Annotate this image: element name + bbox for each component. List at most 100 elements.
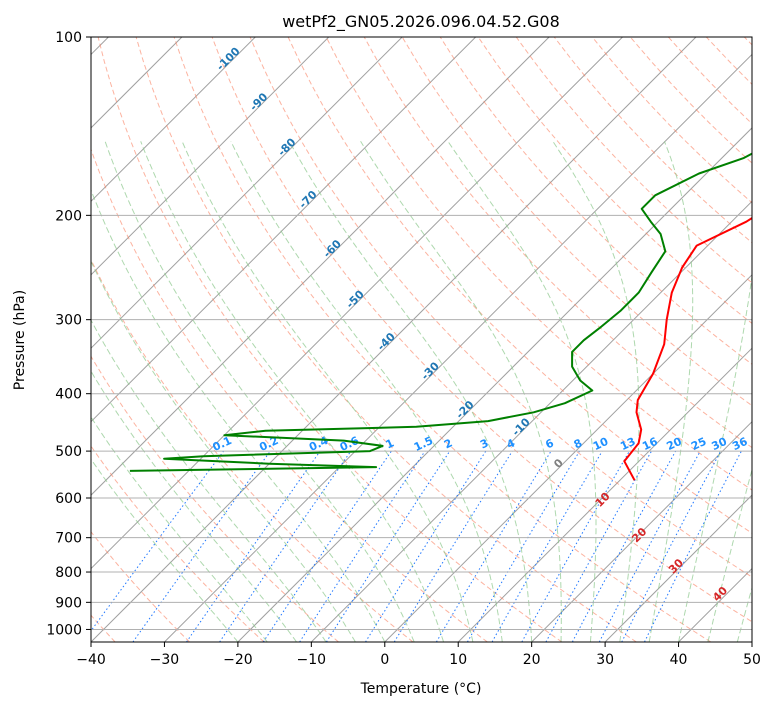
mixing-ratio-line [644,450,742,642]
moist-adiabat-line [736,586,752,642]
chart-title: wetPf2_GN05.2026.096.04.52.G08 [282,12,560,32]
moist-adiabat-line [230,141,503,642]
dry-adiabat-line [211,37,752,623]
isotherm-line [164,53,752,642]
isotherm-line [91,37,330,276]
y-tick-label: 300 [55,313,82,329]
isotherm-line [457,347,752,642]
mixing-ratio-line [132,450,271,642]
mixing-ratio-label: 2 [442,436,454,451]
mixing-ratio-line [545,450,652,642]
x-tick-label: 20 [523,652,541,668]
dry-adiabat-line [173,37,712,642]
isotherm-label: -50 [344,288,367,311]
dry-adiabat-line [439,37,752,365]
isotherm-line [91,37,256,203]
mixing-ratio-label: 13 [618,435,637,453]
moist-adiabat-label: 30 [666,556,686,576]
mixing-ratio-line [262,450,392,642]
y-tick-label: 500 [55,444,82,460]
mixing-ratio-label: 6 [543,436,556,451]
y-tick-label: 1000 [46,622,82,638]
moist-adiabat-line [707,467,752,642]
mixing-ratio-label: 10 [591,435,611,453]
x-tick-label: −40 [76,652,106,668]
x-axis-label: Temperature (°C) [360,681,482,697]
y-tick-label: 900 [55,595,82,611]
isotherm-line [91,37,697,642]
moist-adiabat-line [678,272,752,642]
dewpoint-profile-line [129,152,752,472]
mixing-ratio-line [571,450,677,642]
isotherm-line [384,274,752,642]
x-tick-label: 10 [449,652,467,668]
isotherm-label: -10 [510,415,533,438]
x-tick-label: −10 [297,652,327,668]
mixing-ratio-line [186,450,321,642]
moist-adiabat-label: 20 [629,525,649,545]
isotherm-label: -80 [275,135,298,158]
series-group [129,152,752,481]
y-tick-label: 800 [55,565,82,581]
y-axis-ticks: 100 200 300 400 500 600 700 800 900 1000 [46,30,91,638]
mixing-ratio-line [365,450,487,642]
x-tick-label: 0 [380,652,389,668]
isotherm-labels: -100-90-80-70-60-50-40-30-20-100.1 0.2 0.4… [211,44,750,604]
dry-adiabat-line [667,37,752,125]
dry-adiabat-line [91,258,414,642]
moist-adiabat-line [447,141,597,642]
x-tick-label: −20 [223,652,253,668]
mixing-ratio-line [325,450,451,642]
dry-adiabat-line [97,37,563,642]
isotherm-line [751,641,752,642]
dry-adiabat-line [249,37,752,578]
mixing-ratio-line [521,450,630,642]
dry-adiabat-line [135,37,637,642]
isotherm-label: -70 [296,188,319,211]
x-tick-label: 30 [596,652,614,668]
mixing-ratio-line [91,450,225,632]
isotherm-line [531,420,752,642]
moist-adiabat-line [552,141,640,642]
dry-adiabat-line [629,37,752,164]
dry-adiabat-line [91,355,339,642]
plot-frame [90,36,753,643]
x-tick-label: 40 [670,652,688,668]
dry-adiabat-line [705,37,752,85]
pressure-gridlines [91,36,752,630]
moist-adiabat-label: 40 [710,584,730,604]
temperature-profile-line [623,216,752,481]
mixing-ratio-line [466,450,580,642]
mixing-ratio-label: 16 [640,435,660,453]
isotherm-label: -100 [214,44,243,73]
isotherm-label: -90 [247,90,270,113]
y-axis-label: Pressure (hPa) [12,290,28,390]
isotherm-line [91,37,477,423]
mixing-ratio-label: 36 [730,435,750,453]
dry-adiabat-line [91,531,190,642]
dry-adiabat-line [477,37,752,324]
dry-adiabat-line [743,37,752,46]
y-tick-label: 100 [55,30,82,46]
isotherm-label: -60 [321,237,344,260]
isotherm-line [604,494,752,642]
x-tick-label: −30 [150,652,180,668]
isotherm-line [237,127,752,642]
y-tick-label: 200 [55,208,82,224]
dry-adiabat-line [591,37,752,204]
isotherm-line [91,37,403,349]
y-tick-label: 700 [55,531,82,547]
dry-adiabat-line [91,147,488,642]
dry-adiabat-line [91,445,265,642]
mixing-ratio-line [299,450,426,642]
dry-adiabat-line [515,37,752,284]
isotherm-label: -20 [453,398,476,421]
x-axis-ticks: −40 −30 −20 −10 0 10 20 30 40 50 [76,642,761,668]
mixing-ratio-label: 30 [710,435,730,453]
mixing-ratio-label: 25 [689,435,708,453]
mixing-ratio-label: 20 [664,435,684,453]
isotherm-line [678,567,752,642]
dry-adiabat-line [401,37,752,407]
mixing-ratio-label: 1 [384,436,396,451]
